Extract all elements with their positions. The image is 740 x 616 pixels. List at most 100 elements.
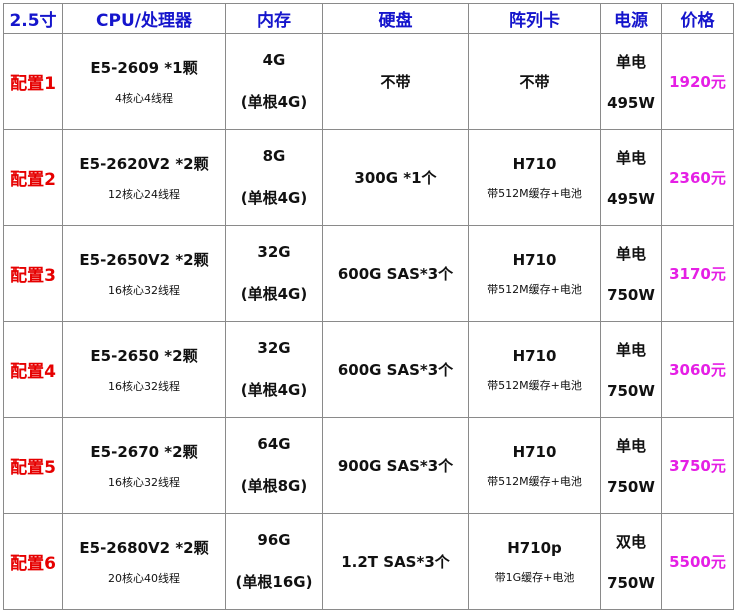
raid-cell: H710p 带1G缓存+电池 xyxy=(468,513,601,610)
header-size: 2.5寸 xyxy=(3,3,63,34)
header-price: 价格 xyxy=(661,3,734,34)
psu-type: 双电 xyxy=(615,533,646,551)
psu-watt: 750W xyxy=(607,286,655,304)
memory-size: 4G xyxy=(262,51,286,69)
memory-size: 8G xyxy=(262,147,286,165)
table-row: 配置5 E5-2670 *2颗 16核心32线程 64G (单根8G) 900G SAS*… xyxy=(3,417,734,514)
table-row: 配置1 E5-2609 *1颗 4核心4线程 4G (单根4G) 不带 不带 单电 495W 19… xyxy=(3,33,734,130)
memory-detail: (单根4G) xyxy=(240,381,308,399)
cpu-threads: 12核心24线程 xyxy=(108,188,180,201)
memory-size: 32G xyxy=(257,243,291,261)
raid-detail: 带512M缓存+电池 xyxy=(487,378,582,392)
config-name: 配置5 xyxy=(3,417,63,514)
header-cpu: CPU/处理器 xyxy=(62,3,226,34)
psu-cell: 单电 750W xyxy=(600,417,662,514)
cpu-model: E5-2650 *2颗 xyxy=(90,347,198,365)
memory-detail: (单根4G) xyxy=(240,93,308,111)
raid-cell: H710 带512M缓存+电池 xyxy=(468,129,601,226)
header-psu: 电源 xyxy=(600,3,662,34)
cpu-threads: 16核心32线程 xyxy=(108,476,180,489)
price: 3750元 xyxy=(661,417,734,514)
memory-cell: 32G (单根4G) xyxy=(225,321,323,418)
table-row: 配置3 E5-2650V2 *2颗 16核心32线程 32G (单根4G) 600G SA… xyxy=(3,225,734,322)
disk-cell: 1.2T SAS*3个 xyxy=(322,513,469,610)
psu-cell: 双电 750W xyxy=(600,513,662,610)
memory-cell: 8G (单根4G) xyxy=(225,129,323,226)
raid-model: 不带 xyxy=(519,73,550,91)
psu-cell: 单电 495W xyxy=(600,129,662,226)
memory-cell: 96G (单根16G) xyxy=(225,513,323,610)
cpu-cell: E5-2670 *2颗 16核心32线程 xyxy=(62,417,226,514)
config-name: 配置1 xyxy=(3,33,63,130)
price: 5500元 xyxy=(661,513,734,610)
price: 2360元 xyxy=(661,129,734,226)
cpu-threads: 20核心40线程 xyxy=(108,572,180,585)
raid-cell: H710 带512M缓存+电池 xyxy=(468,321,601,418)
memory-detail: (单根4G) xyxy=(240,285,308,303)
disk-cell: 不带 xyxy=(322,33,469,130)
price: 3060元 xyxy=(661,321,734,418)
psu-type: 单电 xyxy=(615,341,646,359)
price: 1920元 xyxy=(661,33,734,130)
cpu-model: E5-2620V2 *2颗 xyxy=(79,155,209,173)
cpu-model: E5-2609 *1颗 xyxy=(90,59,198,77)
cpu-model: E5-2650V2 *2颗 xyxy=(79,251,209,269)
psu-watt: 750W xyxy=(607,574,655,592)
config-name: 配置2 xyxy=(3,129,63,226)
raid-model: H710 xyxy=(512,250,557,269)
cpu-cell: E5-2609 *1颗 4核心4线程 xyxy=(62,33,226,130)
psu-type: 单电 xyxy=(615,245,646,263)
table-row: 配置2 E5-2620V2 *2颗 12核心24线程 8G (单根4G) 300G *1个… xyxy=(3,129,734,226)
table-row: 配置6 E5-2680V2 *2颗 20核心40线程 96G (单根16G) 1.2T S… xyxy=(3,513,734,610)
memory-cell: 32G (单根4G) xyxy=(225,225,323,322)
psu-type: 单电 xyxy=(615,149,646,167)
config-name: 配置3 xyxy=(3,225,63,322)
config-name: 配置4 xyxy=(3,321,63,418)
memory-detail: (单根16G) xyxy=(235,573,313,591)
table-row: 配置4 E5-2650 *2颗 16核心32线程 32G (单根4G) 600G SAS*… xyxy=(3,321,734,418)
price: 3170元 xyxy=(661,225,734,322)
raid-model: H710 xyxy=(512,442,557,461)
cpu-cell: E5-2620V2 *2颗 12核心24线程 xyxy=(62,129,226,226)
cpu-threads: 4核心4线程 xyxy=(115,92,173,105)
psu-cell: 单电 750W xyxy=(600,225,662,322)
psu-watt: 495W xyxy=(607,190,655,208)
header-raid: 阵列卡 xyxy=(468,3,601,34)
psu-watt: 750W xyxy=(607,478,655,496)
raid-detail: 带512M缓存+电池 xyxy=(487,282,582,296)
config-name: 配置6 xyxy=(3,513,63,610)
header-memory: 内存 xyxy=(225,3,323,34)
psu-watt: 495W xyxy=(607,94,655,112)
cpu-threads: 16核心32线程 xyxy=(108,284,180,297)
cpu-cell: E5-2650V2 *2颗 16核心32线程 xyxy=(62,225,226,322)
cpu-model: E5-2670 *2颗 xyxy=(90,443,198,461)
header-row: 2.5寸 CPU/处理器 内存 硬盘 阵列卡 电源 价格 xyxy=(3,3,734,34)
cpu-model: E5-2680V2 *2颗 xyxy=(79,539,209,557)
psu-type: 单电 xyxy=(615,53,646,71)
disk-cell: 900G SAS*3个 xyxy=(322,417,469,514)
disk-cell: 300G *1个 xyxy=(322,129,469,226)
psu-cell: 单电 495W xyxy=(600,33,662,130)
cpu-cell: E5-2650 *2颗 16核心32线程 xyxy=(62,321,226,418)
memory-size: 32G xyxy=(257,339,291,357)
memory-cell: 64G (单根8G) xyxy=(225,417,323,514)
raid-cell: 不带 xyxy=(468,33,601,130)
memory-detail: (单根4G) xyxy=(240,189,308,207)
raid-model: H710 xyxy=(512,154,557,173)
raid-model: H710p xyxy=(507,538,562,557)
raid-detail: 带512M缓存+电池 xyxy=(487,186,582,200)
memory-detail: (单根8G) xyxy=(240,477,308,495)
cpu-threads: 16核心32线程 xyxy=(108,380,180,393)
raid-cell: H710 带512M缓存+电池 xyxy=(468,417,601,514)
psu-watt: 750W xyxy=(607,382,655,400)
raid-model: H710 xyxy=(512,346,557,365)
memory-size: 64G xyxy=(257,435,291,453)
psu-cell: 单电 750W xyxy=(600,321,662,418)
header-disk: 硬盘 xyxy=(322,3,469,34)
memory-cell: 4G (单根4G) xyxy=(225,33,323,130)
raid-detail: 带1G缓存+电池 xyxy=(494,570,575,584)
psu-type: 单电 xyxy=(615,437,646,455)
disk-cell: 600G SAS*3个 xyxy=(322,225,469,322)
cpu-cell: E5-2680V2 *2颗 20核心40线程 xyxy=(62,513,226,610)
disk-cell: 600G SAS*3个 xyxy=(322,321,469,418)
